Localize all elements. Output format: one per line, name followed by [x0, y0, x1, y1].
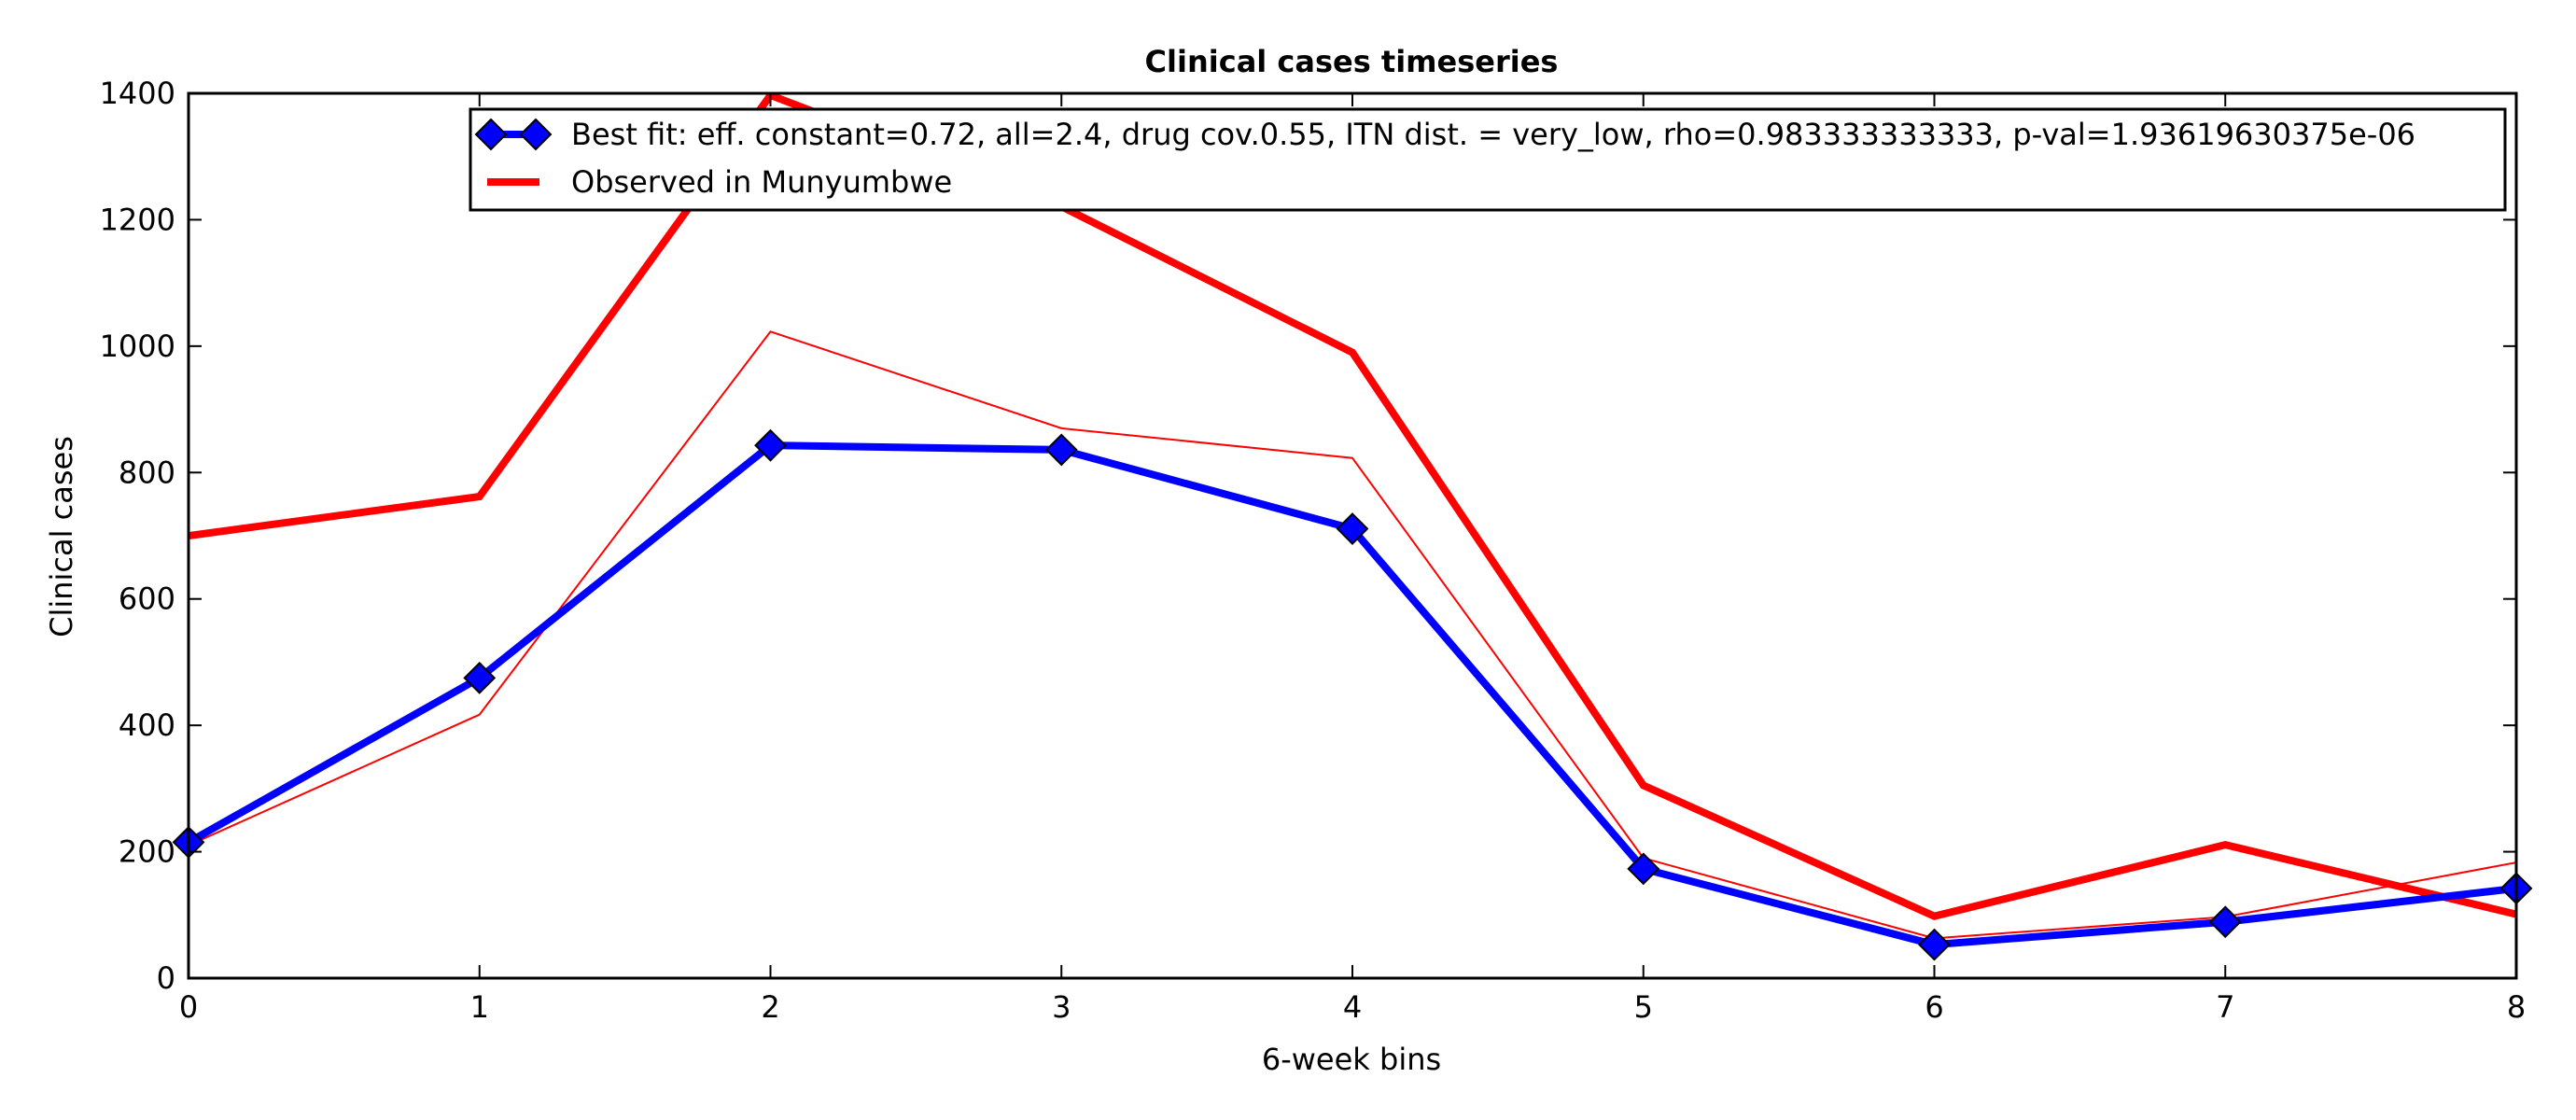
- series-line-thin-red: [189, 330, 2516, 940]
- data-point-best-fit: [463, 661, 497, 694]
- x-tick-label: 6: [1925, 989, 1943, 1025]
- series-line-observed: [189, 93, 2516, 920]
- legend-marker: [519, 118, 553, 151]
- x-axis-label: 6-week bins: [1262, 1042, 1441, 1077]
- y-tick-label: 600: [119, 581, 175, 617]
- x-tick-label: 7: [2216, 989, 2234, 1025]
- x-tick-label: 4: [1343, 989, 1362, 1025]
- data-point-best-fit: [1627, 852, 1660, 886]
- y-tick-label: 200: [119, 834, 175, 870]
- y-tick-label: 1400: [100, 76, 175, 111]
- x-tick-label: 0: [179, 989, 198, 1025]
- x-tick-label: 8: [2507, 989, 2526, 1025]
- y-tick-label: 1200: [100, 202, 175, 237]
- legend: Best fit: eff. constant=0.72, all=2.4, d…: [469, 107, 2507, 212]
- data-point-best-fit: [2208, 905, 2242, 939]
- data-point-best-fit: [1336, 512, 1369, 545]
- x-tick-label: 5: [1634, 989, 1653, 1025]
- y-tick-label: 1000: [100, 329, 175, 364]
- y-tick-label: 400: [119, 707, 175, 743]
- legend-label: Best fit: eff. constant=0.72, all=2.4, d…: [571, 117, 2415, 152]
- ticks: 0 1 2 3 4 5 6 7 8 0 200 400 600 800 1000 1200 1400: [100, 76, 2527, 1025]
- legend-label: Observed in Munyumbwe: [571, 164, 952, 200]
- plot-area: [172, 93, 2533, 961]
- data-point-best-fit: [1918, 928, 1951, 961]
- legend-box: [469, 107, 2507, 212]
- x-tick-label: 3: [1052, 989, 1071, 1025]
- data-point-best-fit: [1044, 433, 1078, 467]
- y-axis-label: Clinical cases: [44, 436, 79, 637]
- data-point-best-fit: [754, 428, 787, 462]
- y-tick-label: 800: [119, 455, 175, 490]
- legend-marker: [474, 118, 508, 151]
- y-tick-label: 0: [157, 960, 175, 996]
- x-tick-label: 2: [761, 989, 779, 1025]
- chart-title: Clinical cases timeseries: [1145, 44, 1559, 79]
- x-tick-label: 1: [470, 989, 489, 1025]
